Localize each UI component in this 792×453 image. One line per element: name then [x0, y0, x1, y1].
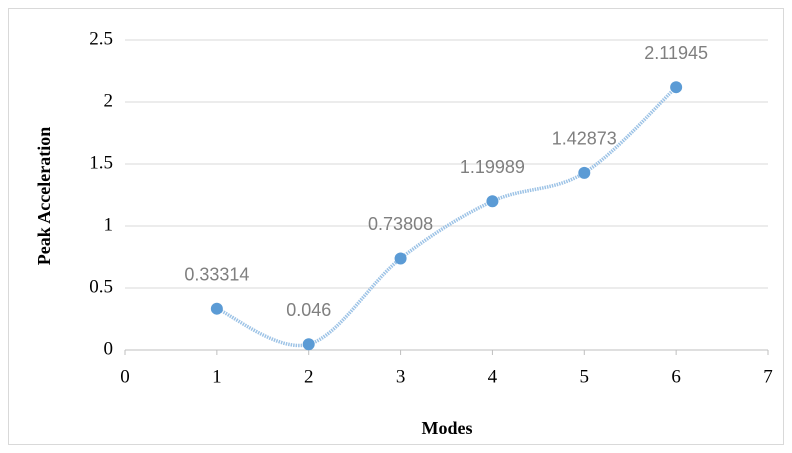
data-point: [578, 166, 591, 179]
data-label: 1.42873: [552, 129, 617, 149]
data-point: [210, 302, 223, 315]
data-point: [486, 195, 499, 208]
x-tick-label: 2: [304, 366, 314, 387]
data-label: 0.33314: [184, 264, 249, 284]
y-tick-label: 1.5: [89, 152, 113, 173]
x-tick-label: 0: [120, 366, 130, 387]
x-tick-label: 6: [671, 366, 681, 387]
x-tick-label: 3: [396, 366, 406, 387]
x-tick-label: 1: [212, 366, 222, 387]
x-tick-label: 5: [580, 366, 590, 387]
data-label: 0.73808: [368, 214, 433, 234]
data-label: 2.11945: [644, 43, 708, 63]
series-line: [216, 85, 678, 348]
x-tick-label: 4: [488, 366, 498, 387]
data-point: [394, 252, 407, 265]
data-point: [302, 338, 315, 351]
y-tick-label: 1: [104, 214, 114, 235]
y-tick-label: 0: [104, 338, 114, 359]
y-tick-label: 2.5: [89, 28, 113, 49]
x-axis-title: Modes: [422, 418, 473, 438]
y-tick-label: 2: [104, 90, 114, 111]
y-axis-title: Peak Acceleration: [34, 127, 54, 265]
data-label: 1.19989: [460, 157, 525, 177]
y-tick-label: 0.5: [89, 276, 113, 297]
data-label: 0.046: [286, 300, 331, 320]
data-point: [670, 81, 683, 94]
x-tick-label: 7: [763, 366, 773, 387]
